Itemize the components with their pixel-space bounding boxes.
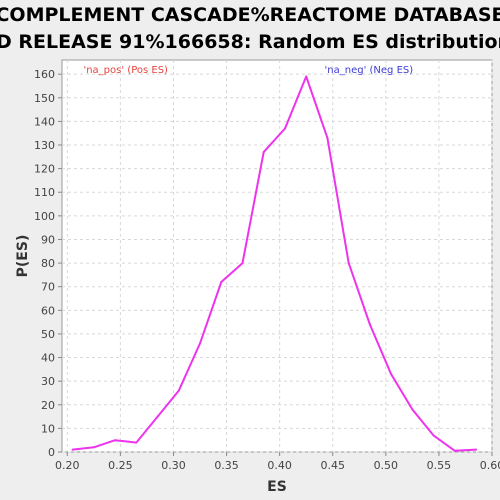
data-point — [305, 75, 308, 78]
data-point — [241, 262, 244, 265]
y-tick-label: 10 — [41, 422, 55, 435]
data-point — [262, 151, 265, 154]
data-point — [92, 446, 95, 449]
y-tick-label: 100 — [34, 210, 55, 223]
plot-area — [61, 59, 493, 453]
axis-ticks: 0 10 20 30 40 50 60 70 80 90 100 110 120 130 140 150 160… — [34, 68, 500, 472]
x-tick-label: 0.35 — [214, 459, 239, 472]
y-tick-label: 90 — [41, 233, 55, 246]
chart-title-line-2: ID RELEASE 91%166658: Random ES distribu… — [0, 31, 500, 53]
y-tick-label: 150 — [34, 92, 55, 105]
x-tick-label: 0.40 — [267, 459, 292, 472]
data-point — [283, 127, 286, 130]
y-tick-label: 70 — [41, 281, 55, 294]
data-point — [432, 434, 435, 437]
x-tick-label: 0.25 — [108, 459, 133, 472]
y-tick-label: 60 — [41, 304, 55, 317]
data-point — [177, 389, 180, 392]
data-point — [114, 439, 117, 442]
y-tick-label: 140 — [34, 115, 55, 128]
y-tick-label: 50 — [41, 328, 55, 341]
grid — [62, 60, 493, 453]
data-point — [326, 136, 329, 139]
data-point — [368, 323, 371, 326]
data-point — [390, 373, 393, 376]
y-tick-label: 30 — [41, 375, 55, 388]
data-point — [475, 448, 478, 451]
data-point — [347, 262, 350, 265]
data-point — [199, 342, 202, 345]
data-point — [220, 280, 223, 283]
x-tick-label: 0.50 — [374, 459, 399, 472]
x-tick-label: 0.30 — [161, 459, 186, 472]
x-axis-title: ES — [267, 479, 287, 495]
legend-entry: 'na_neg' (Neg ES) — [325, 65, 414, 76]
data-point — [156, 415, 159, 418]
series-line — [72, 75, 477, 452]
data-point — [411, 408, 414, 411]
y-tick-label: 120 — [34, 163, 55, 176]
x-tick-label: 0.60 — [480, 459, 500, 472]
y-tick-label: 130 — [34, 139, 55, 152]
data-point — [453, 449, 456, 452]
y-tick-label: 80 — [41, 257, 55, 270]
x-tick-label: 0.55 — [427, 459, 452, 472]
chart-title-line-1: COMPLEMENT CASCADE%REACTOME DATABASE — [0, 4, 500, 26]
y-axis-title: P(ES) — [15, 235, 31, 278]
y-tick-label: 160 — [34, 68, 55, 81]
y-tick-label: 40 — [41, 352, 55, 365]
data-point — [135, 441, 138, 444]
x-tick-label: 0.45 — [320, 459, 345, 472]
x-tick-label: 0.20 — [55, 459, 80, 472]
y-tick-label: 20 — [41, 399, 55, 412]
data-point — [71, 448, 74, 451]
y-tick-label: 110 — [34, 186, 55, 199]
series-layer — [71, 75, 478, 452]
legend: 'na_pos' (Pos ES) 'na_neg' (Neg ES) — [83, 65, 413, 76]
legend-entry: 'na_pos' (Pos ES) — [83, 65, 168, 76]
y-tick-label: 0 — [48, 446, 55, 459]
